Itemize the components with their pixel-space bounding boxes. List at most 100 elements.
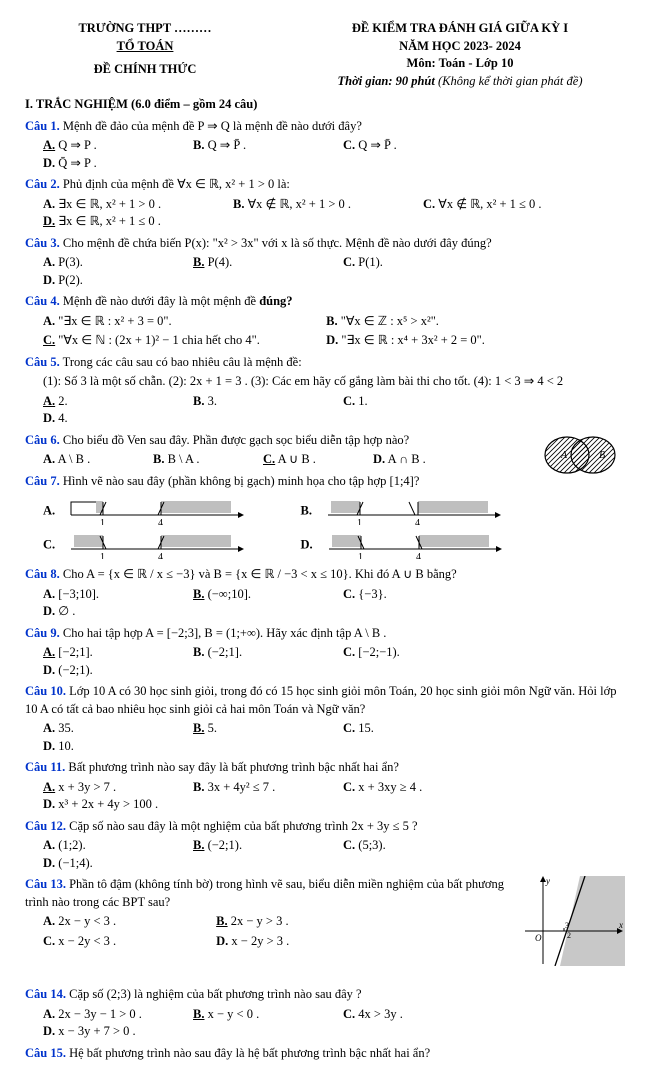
time-label: Thời gian: 90 phút <box>338 74 435 88</box>
q2-D: ∃x ∈ ℝ, x² + 1 ≤ 0 . <box>58 214 161 228</box>
question-1: Câu 1. Mệnh đề đảo của mệnh đề P ⇒ Q là … <box>25 118 625 173</box>
q8-A: [−3;10]. <box>58 587 99 601</box>
q8-C: {−3}. <box>358 587 386 601</box>
q10-label: Câu 10. <box>25 684 66 698</box>
q10-A: 35. <box>58 721 74 735</box>
q3-text: Cho mệnh đề chứa biến P(x): "x² > 3x" vớ… <box>63 236 492 250</box>
q9-text: Cho hai tập hợp A = [−2;3], B = (1;+∞). … <box>63 626 387 640</box>
q13-label: Câu 13. <box>25 877 66 891</box>
q10-C: 15. <box>358 721 374 735</box>
q1-label: Câu 1. <box>25 119 60 133</box>
svg-text:O: O <box>535 933 542 943</box>
q2-B: ∀x ∉ ℝ, x² + 1 > 0 . <box>248 197 351 211</box>
q12-A: (1;2). <box>58 838 85 852</box>
q11-label: Câu 11. <box>25 760 65 774</box>
q14-D: x − 3y + 7 > 0 . <box>58 1024 135 1038</box>
question-5: Câu 5. Trong các câu sau có bao nhiêu câ… <box>25 354 625 428</box>
svg-text:2: 2 <box>567 931 571 940</box>
q13-C: x − 2y < 3 . <box>58 934 116 948</box>
question-2: Câu 2. Phủ định của mệnh đề ∀x ∈ ℝ, x² +… <box>25 176 625 231</box>
q13-D: x − 2y > 3 . <box>231 934 289 948</box>
q12-label: Câu 12. <box>25 819 66 833</box>
q5-A: 2. <box>58 394 67 408</box>
question-10: Câu 10. Lớp 10 A có 30 học sinh giỏi, tr… <box>25 683 625 755</box>
svg-text:x: x <box>618 920 623 930</box>
venn-diagram-icon: A B <box>535 432 625 483</box>
q10-B: 5. <box>208 721 217 735</box>
q8-B: (−∞;10]. <box>208 587 251 601</box>
q6-C: A ∪ B . <box>278 452 316 466</box>
q6-D: A ∩ B . <box>388 452 426 466</box>
q1-C: Q ⇒ P̄ . <box>358 138 397 152</box>
q11-text: Bất phương trình nào say đây là bất phươ… <box>68 760 399 774</box>
header-left: TRƯỜNG THPT ……… TỔ TOÁN ĐỀ CHÍNH THỨC <box>25 20 265 90</box>
q5-B: 3. <box>208 394 217 408</box>
svg-text:4: 4 <box>416 552 421 559</box>
q8-D: ∅ . <box>58 604 75 618</box>
question-12: Câu 12. Cặp số nào sau đây là một nghiệm… <box>25 818 625 873</box>
q2-C: ∀x ∉ ℝ, x² + 1 ≤ 0 . <box>438 197 541 211</box>
dept-name: TỔ TOÁN <box>25 38 265 56</box>
q9-D: (−2;1). <box>58 663 92 677</box>
q11-A: x + 3y > 7 . <box>58 780 116 794</box>
numberline-A-icon: 14 <box>66 497 246 525</box>
q2-A: ∃x ∈ ℝ, x² + 1 > 0 . <box>58 197 161 211</box>
svg-text:B: B <box>599 450 605 461</box>
q4-C: "∀x ∈ ℕ : (2x + 1)² − 1 chia hết cho 4". <box>58 333 260 347</box>
q6-B: B \ A . <box>168 452 200 466</box>
q5-text: Trong các câu sau có bao nhiêu câu là mệ… <box>63 355 302 369</box>
q10-text: Lớp 10 A có 30 học sinh giỏi, trong đó c… <box>25 684 616 716</box>
time-row: Thời gian: 90 phút (Không kể thời gian p… <box>295 73 625 91</box>
q10-D: 10. <box>58 739 74 753</box>
q2-text: Phủ định của mệnh đề ∀x ∈ ℝ, x² + 1 > 0 … <box>63 177 290 191</box>
q4-B: "∀x ∈ ℤ : x⁵ > x²". <box>341 314 439 328</box>
q11-D: x³ + 2x + 4y > 100 . <box>58 797 158 811</box>
numberline-C-icon: 14 <box>66 531 246 559</box>
svg-text:y: y <box>545 876 550 886</box>
question-14: Câu 14. Cặp số (2;3) là nghiệm của bất p… <box>25 986 625 1041</box>
q12-B: (−2;1). <box>208 838 242 852</box>
q5-label: Câu 5. <box>25 355 60 369</box>
q1-A: Q ⇒ P . <box>58 138 97 152</box>
question-7: Câu 7. Hình vẽ nào sau đây (phần không b… <box>25 473 625 563</box>
q6-text: Cho biểu đồ Ven sau đây. Phần được gạch … <box>63 433 409 447</box>
q8-text: Cho A = {x ∈ ℝ / x ≤ −3} và B = {x ∈ ℝ /… <box>63 567 457 581</box>
section-1-title: I. TRẮC NGHIỆM (6.0 điểm – gồm 24 câu) <box>25 96 625 114</box>
exam-title: ĐỀ KIỂM TRA ĐÁNH GIÁ GIỮA KỲ I <box>295 20 625 38</box>
q11-B: 3x + 4y² ≤ 7 . <box>208 780 276 794</box>
svg-text:4: 4 <box>158 518 163 525</box>
svg-text:4: 4 <box>158 552 163 559</box>
q15-text: Hệ bất phương trình nào sau đây là hệ bấ… <box>69 1046 430 1060</box>
question-4: Câu 4. Mệnh đề nào dưới đây là một mệnh … <box>25 293 625 350</box>
numberline-D-icon: 14 <box>324 531 504 559</box>
q9-A: [−2;1]. <box>58 645 92 659</box>
q3-B: P(4). <box>208 255 233 269</box>
q14-A: 2x − 3y − 1 > 0 . <box>58 1007 142 1021</box>
q4-D: "∃x ∈ ℝ : x⁴ + 3x² + 2 = 0". <box>341 333 485 347</box>
q2-label: Câu 2. <box>25 177 60 191</box>
q5-sub: (1): Số 3 là một số chẵn. (2): 2x + 1 = … <box>43 373 625 391</box>
q7-label: Câu 7. <box>25 474 60 488</box>
official-label: ĐỀ CHÍNH THỨC <box>25 61 265 79</box>
svg-text:A: A <box>560 450 568 461</box>
q6-label: Câu 6. <box>25 433 60 447</box>
svg-text:1: 1 <box>358 552 363 559</box>
q3-A: P(3). <box>58 255 83 269</box>
q4-label: Câu 4. <box>25 294 60 308</box>
time-note: (Không kể thời gian phát đề) <box>438 74 583 88</box>
header-right: ĐỀ KIỂM TRA ĐÁNH GIÁ GIỮA KỲ I NĂM HỌC 2… <box>295 20 625 90</box>
q11-C: x + 3xy ≥ 4 . <box>358 780 422 794</box>
svg-text:1: 1 <box>100 518 105 525</box>
question-13: Câu 13. Phần tô đậm (không tính bờ) tron… <box>25 876 625 950</box>
q14-text: Cặp số (2;3) là nghiệm của bất phương tr… <box>69 987 361 1001</box>
svg-text:1: 1 <box>100 552 105 559</box>
q7-text: Hình vẽ nào sau đây (phần không bị gạch)… <box>63 474 420 488</box>
q4-A: "∃x ∈ ℝ : x² + 3 = 0". <box>58 314 171 328</box>
q14-C: 4x > 3y . <box>358 1007 403 1021</box>
q9-label: Câu 9. <box>25 626 60 640</box>
q4-tail: đúng? <box>259 294 292 308</box>
header: TRƯỜNG THPT ……… TỔ TOÁN ĐỀ CHÍNH THỨC ĐỀ… <box>25 20 625 90</box>
year: NĂM HỌC 2023- 2024 <box>295 38 625 56</box>
svg-text:1: 1 <box>357 518 362 525</box>
q6-A: A \ B . <box>58 452 91 466</box>
